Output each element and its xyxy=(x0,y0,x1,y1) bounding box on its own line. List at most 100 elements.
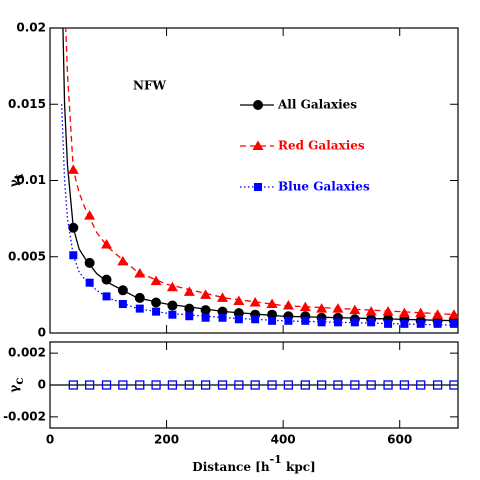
marker xyxy=(254,183,262,191)
marker xyxy=(316,380,327,390)
marker xyxy=(234,380,244,390)
marker xyxy=(266,298,278,309)
marker xyxy=(69,251,78,260)
marker xyxy=(218,313,227,322)
marker xyxy=(382,306,394,316)
y-tick-label: 0.005 xyxy=(8,249,46,263)
marker xyxy=(282,300,294,310)
marker xyxy=(333,318,342,327)
marker xyxy=(365,306,377,316)
legend-label: All Galaxies xyxy=(277,98,357,112)
marker xyxy=(217,292,229,302)
x-axis-label-part: Distance [h xyxy=(192,460,270,474)
y-axis-label-sub: c xyxy=(12,377,26,384)
marker xyxy=(350,380,360,390)
marker xyxy=(135,304,144,313)
marker xyxy=(448,309,458,319)
marker xyxy=(432,380,443,390)
marker xyxy=(299,301,311,312)
marker xyxy=(134,268,146,278)
marker xyxy=(349,304,361,315)
marker xyxy=(268,316,277,325)
marker xyxy=(384,319,393,328)
marker xyxy=(383,380,393,390)
marker xyxy=(167,380,178,390)
marker xyxy=(101,239,113,249)
marker xyxy=(449,380,458,390)
plot-frame xyxy=(49,27,459,334)
x-axis-label-part: -1 xyxy=(270,453,282,466)
marker xyxy=(102,292,111,301)
marker xyxy=(184,303,195,314)
marker xyxy=(267,380,277,390)
marker xyxy=(134,292,145,303)
x-tick-label: 400 xyxy=(271,433,296,447)
marker xyxy=(183,286,195,296)
fit-line xyxy=(62,28,458,322)
marker xyxy=(333,380,343,390)
marker xyxy=(217,380,228,390)
marker xyxy=(151,297,162,308)
marker xyxy=(185,312,194,321)
marker xyxy=(283,380,294,390)
plot-area xyxy=(50,380,458,390)
legend-label: Red Galaxies xyxy=(278,139,365,153)
marker xyxy=(201,313,210,322)
y-axis-label-main: γ xyxy=(7,179,21,187)
marker xyxy=(117,255,129,266)
y-axis-label: γt xyxy=(7,173,26,187)
marker xyxy=(84,210,96,220)
marker xyxy=(151,380,161,390)
marker xyxy=(449,319,458,328)
marker xyxy=(234,315,243,324)
marker xyxy=(117,285,128,296)
marker xyxy=(67,164,79,174)
x-axis-label-part: kpc] xyxy=(282,460,316,474)
marker xyxy=(250,380,260,390)
marker xyxy=(152,307,161,316)
marker xyxy=(84,380,95,390)
annotation: NFW xyxy=(133,79,166,93)
x-tick-label: 200 xyxy=(154,433,179,447)
marker xyxy=(200,305,211,316)
marker xyxy=(167,300,178,311)
marker xyxy=(200,380,211,390)
y-tick-label: -0.002 xyxy=(3,409,46,423)
x-tick-label: 0 xyxy=(46,433,54,447)
marker xyxy=(85,278,94,287)
marker xyxy=(166,281,178,292)
marker xyxy=(316,303,328,313)
x-tick-label: 600 xyxy=(387,433,412,447)
y-tick-label: 0 xyxy=(38,378,46,392)
y-tick-label: 0.02 xyxy=(16,21,46,35)
marker xyxy=(432,309,444,319)
plot-area xyxy=(61,28,458,328)
marker xyxy=(399,380,410,390)
marker xyxy=(366,380,376,390)
marker xyxy=(415,307,427,318)
marker xyxy=(184,380,194,390)
marker xyxy=(253,100,263,110)
marker xyxy=(416,380,426,390)
marker xyxy=(101,274,112,285)
marker xyxy=(68,380,78,390)
y-axis-label-sub: t xyxy=(12,173,26,179)
marker xyxy=(284,316,293,325)
marker xyxy=(300,380,310,390)
marker xyxy=(301,316,310,325)
fit-line xyxy=(65,28,458,316)
y-tick-label: 0.015 xyxy=(8,97,46,111)
marker xyxy=(200,289,212,299)
marker xyxy=(433,319,442,328)
marker xyxy=(249,297,261,307)
y-tick-label: 0 xyxy=(38,326,46,340)
y-tick-label: 0.002 xyxy=(8,346,46,360)
marker xyxy=(118,300,127,309)
y-tick-label: 0.01 xyxy=(16,173,46,187)
y-axis-label-main: γ xyxy=(7,385,21,393)
marker xyxy=(317,318,326,327)
marker xyxy=(150,275,162,286)
marker xyxy=(400,319,409,328)
marker xyxy=(84,257,95,268)
